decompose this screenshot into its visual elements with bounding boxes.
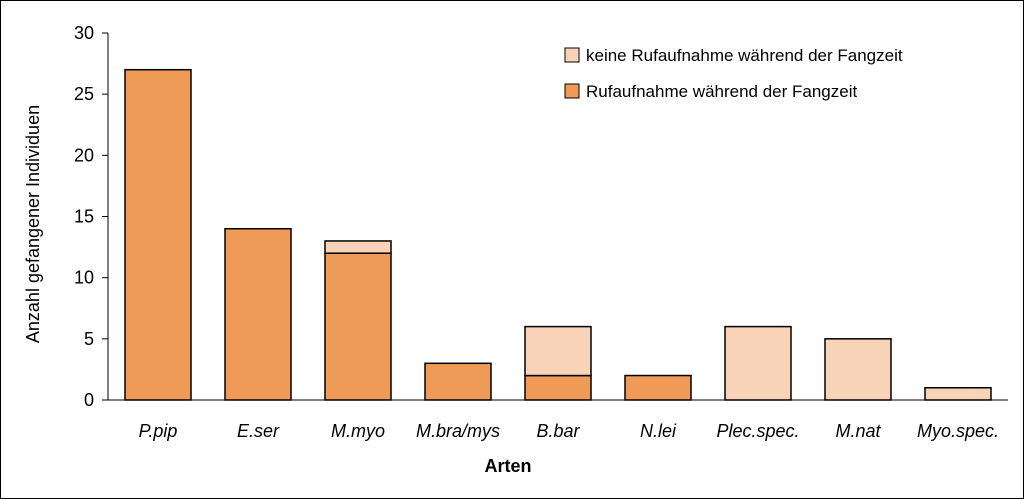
- plot-area: 0 5 10 15 20 25 30 P.pip E.ser M.myo M.bra/mys B.ba…: [74, 23, 1008, 441]
- bar-keine-ruf-7: [824, 338, 892, 401]
- bar-ruf-5: [624, 374, 692, 401]
- bar-ruf-3: [424, 362, 492, 401]
- y-axis-title: Anzahl gefangener Individuen: [23, 105, 43, 343]
- legend: keine Rufaufnahme während der Fangzeit Ru…: [564, 46, 903, 101]
- bar-ruf-1: [224, 227, 292, 401]
- bar-keine-ruf-2: [324, 240, 392, 254]
- y-tick-label: 20: [74, 145, 94, 165]
- x-category-label: Plec.spec.: [716, 421, 799, 441]
- y-tick-label: 5: [84, 329, 94, 349]
- x-category-label: N.lei: [640, 421, 677, 441]
- y-tick-label: 30: [74, 23, 94, 43]
- bar-ruf-2: [324, 252, 392, 401]
- y-tick-label: 25: [74, 84, 94, 104]
- x-category-label: B.bar: [536, 421, 580, 441]
- y-tick-label: 15: [74, 207, 94, 227]
- x-category-label: M.myo: [331, 421, 385, 441]
- bar-keine-ruf-8: [924, 387, 992, 401]
- y-tick-label: 10: [74, 268, 94, 288]
- x-category-label: P.pip: [139, 421, 178, 441]
- bar-ruf-0: [124, 68, 192, 401]
- y-tick-label: 0: [84, 390, 94, 410]
- legend-label: keine Rufaufnahme während der Fangzeit: [586, 46, 903, 65]
- x-category-label: M.nat: [835, 421, 881, 441]
- legend-swatch: [564, 83, 580, 99]
- x-category-label: Myo.spec.: [917, 421, 999, 441]
- bar-ruf-4: [524, 374, 592, 401]
- x-axis-title: Arten: [484, 456, 531, 476]
- legend-label: Rufaufnahme während der Fangzeit: [586, 82, 857, 101]
- x-category-label: M.bra/mys: [416, 421, 500, 441]
- bar-keine-ruf-6: [724, 325, 792, 401]
- legend-swatch: [564, 47, 580, 63]
- bar-keine-ruf-4: [524, 325, 592, 377]
- x-category-label: E.ser: [237, 421, 280, 441]
